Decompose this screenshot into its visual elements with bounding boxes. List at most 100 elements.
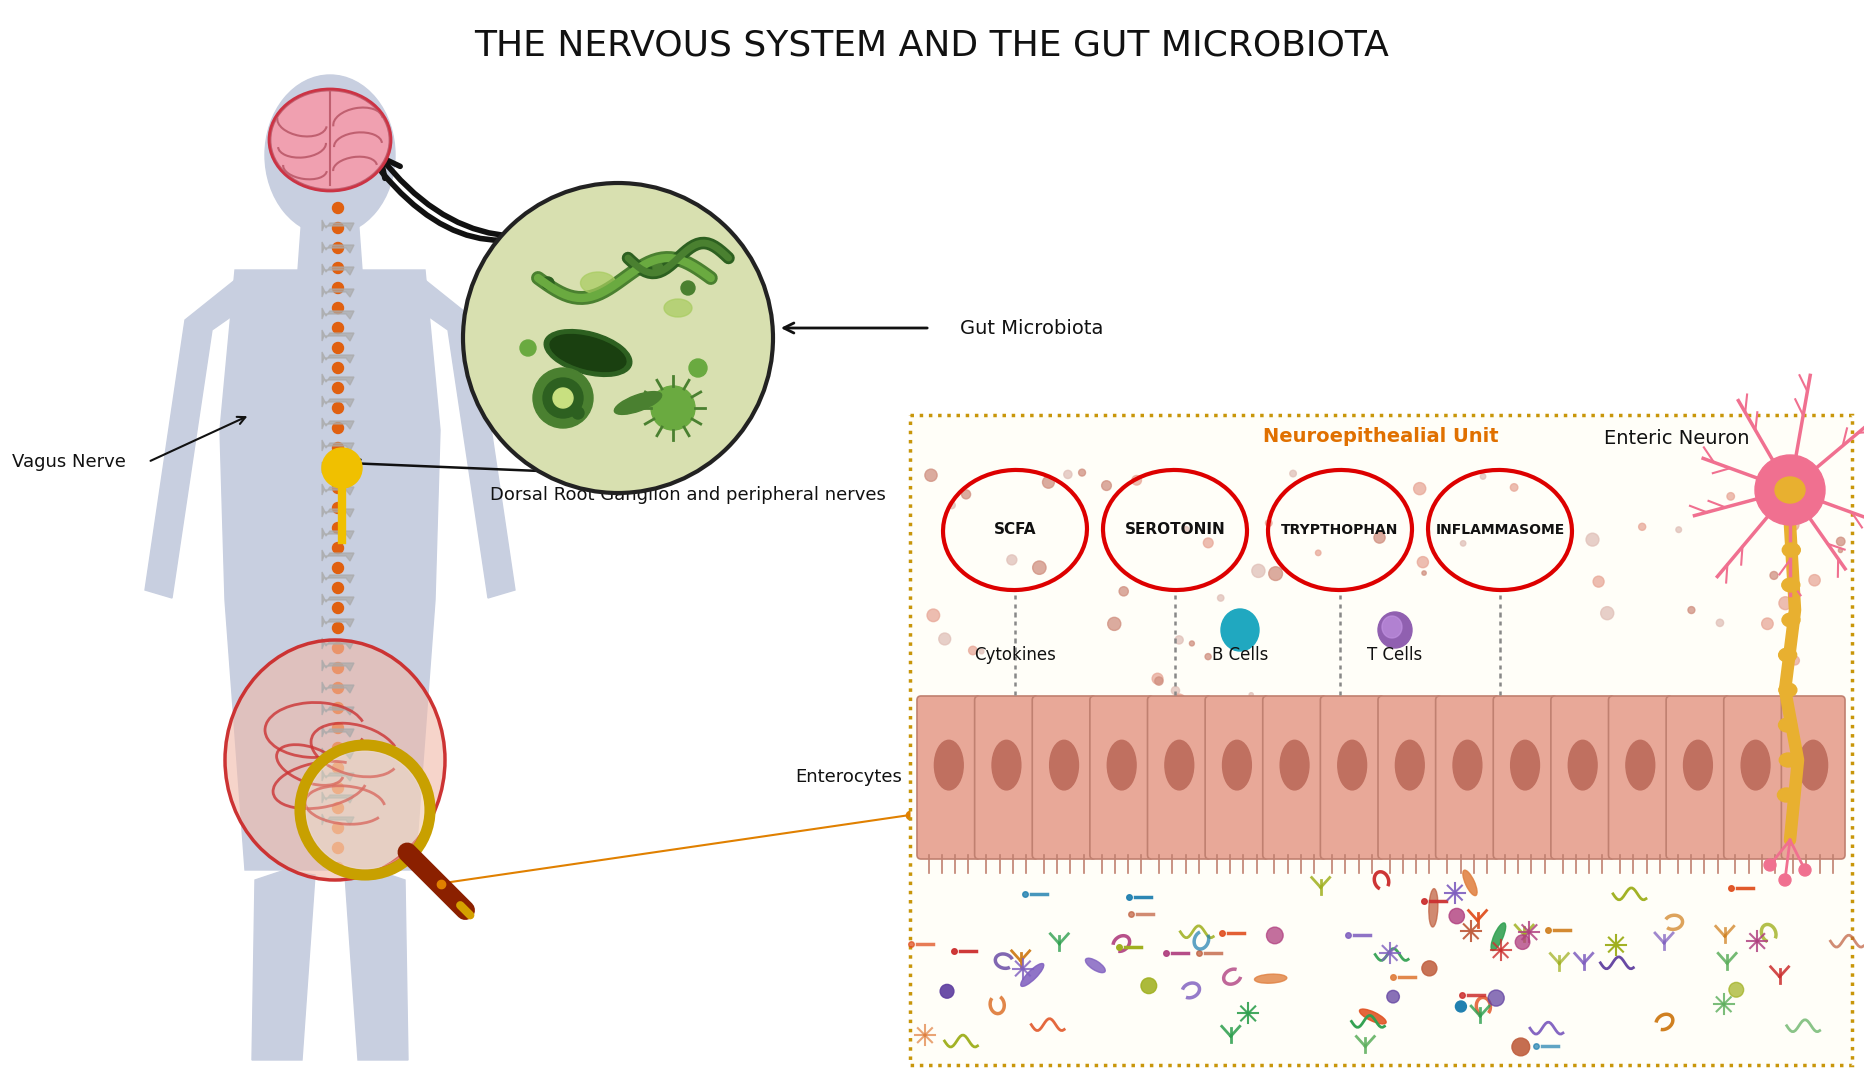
Circle shape bbox=[332, 442, 343, 453]
Ellipse shape bbox=[1780, 578, 1799, 592]
Circle shape bbox=[332, 342, 343, 354]
Ellipse shape bbox=[1461, 870, 1476, 895]
Circle shape bbox=[332, 722, 343, 734]
Text: Enteric Neuron: Enteric Neuron bbox=[1603, 428, 1748, 448]
Circle shape bbox=[1769, 571, 1776, 579]
Circle shape bbox=[1102, 481, 1111, 491]
FancyBboxPatch shape bbox=[1262, 696, 1325, 859]
Circle shape bbox=[1374, 532, 1385, 543]
Ellipse shape bbox=[226, 640, 445, 880]
Circle shape bbox=[1761, 618, 1773, 629]
Circle shape bbox=[1420, 961, 1435, 976]
Ellipse shape bbox=[550, 335, 626, 371]
Circle shape bbox=[1182, 526, 1189, 533]
Ellipse shape bbox=[1165, 740, 1193, 790]
Circle shape bbox=[1152, 674, 1163, 684]
Polygon shape bbox=[322, 506, 354, 516]
Polygon shape bbox=[322, 484, 354, 495]
Polygon shape bbox=[322, 462, 354, 473]
FancyBboxPatch shape bbox=[1146, 696, 1210, 859]
Ellipse shape bbox=[992, 740, 1020, 790]
Circle shape bbox=[332, 763, 343, 774]
Circle shape bbox=[949, 501, 954, 509]
Text: INFLAMMASOME: INFLAMMASOME bbox=[1435, 523, 1564, 537]
FancyBboxPatch shape bbox=[1665, 696, 1728, 859]
Circle shape bbox=[652, 263, 662, 273]
Polygon shape bbox=[322, 330, 354, 341]
FancyBboxPatch shape bbox=[910, 415, 1851, 1065]
Polygon shape bbox=[322, 704, 354, 714]
Polygon shape bbox=[322, 660, 354, 671]
Circle shape bbox=[332, 863, 343, 874]
Ellipse shape bbox=[1797, 740, 1827, 790]
Circle shape bbox=[925, 469, 936, 481]
Ellipse shape bbox=[265, 75, 395, 235]
Circle shape bbox=[332, 223, 343, 233]
Circle shape bbox=[1266, 520, 1271, 526]
Ellipse shape bbox=[1778, 718, 1795, 732]
Ellipse shape bbox=[1776, 788, 1795, 802]
Ellipse shape bbox=[580, 272, 615, 294]
Ellipse shape bbox=[1452, 740, 1482, 790]
FancyBboxPatch shape bbox=[1031, 696, 1096, 859]
Circle shape bbox=[1174, 636, 1182, 645]
Text: Neuroepithealial Unit: Neuroepithealial Unit bbox=[1262, 427, 1499, 447]
Circle shape bbox=[979, 649, 984, 654]
Circle shape bbox=[1778, 597, 1791, 610]
Ellipse shape bbox=[1359, 1009, 1385, 1024]
Circle shape bbox=[1512, 1038, 1528, 1056]
Polygon shape bbox=[322, 308, 354, 318]
Polygon shape bbox=[322, 396, 354, 407]
Circle shape bbox=[1592, 576, 1603, 587]
Text: B Cells: B Cells bbox=[1212, 646, 1268, 664]
Ellipse shape bbox=[613, 392, 662, 414]
FancyBboxPatch shape bbox=[1089, 696, 1152, 859]
Ellipse shape bbox=[1049, 740, 1077, 790]
Polygon shape bbox=[322, 638, 354, 649]
Circle shape bbox=[332, 803, 343, 813]
Ellipse shape bbox=[934, 740, 962, 790]
Polygon shape bbox=[322, 594, 354, 605]
Circle shape bbox=[1510, 483, 1517, 491]
Circle shape bbox=[332, 682, 343, 694]
Ellipse shape bbox=[1254, 974, 1286, 983]
Circle shape bbox=[1754, 455, 1825, 525]
Circle shape bbox=[1314, 550, 1320, 555]
Circle shape bbox=[1217, 595, 1223, 601]
Polygon shape bbox=[322, 242, 354, 253]
Ellipse shape bbox=[1782, 543, 1799, 557]
Ellipse shape bbox=[1741, 740, 1769, 790]
Text: Enterocytes: Enterocytes bbox=[794, 768, 902, 787]
Circle shape bbox=[1789, 656, 1799, 665]
Polygon shape bbox=[298, 215, 362, 270]
Ellipse shape bbox=[1568, 740, 1596, 790]
FancyBboxPatch shape bbox=[1377, 696, 1441, 859]
Ellipse shape bbox=[1020, 963, 1044, 987]
Circle shape bbox=[1778, 874, 1789, 886]
FancyBboxPatch shape bbox=[1551, 696, 1614, 859]
Circle shape bbox=[332, 603, 343, 613]
Circle shape bbox=[680, 281, 695, 295]
Ellipse shape bbox=[1279, 740, 1309, 790]
Text: T Cells: T Cells bbox=[1366, 646, 1422, 664]
Circle shape bbox=[651, 386, 695, 430]
FancyBboxPatch shape bbox=[1722, 696, 1786, 859]
Circle shape bbox=[1676, 527, 1681, 533]
Circle shape bbox=[926, 609, 939, 622]
Polygon shape bbox=[145, 280, 261, 598]
Circle shape bbox=[1042, 477, 1053, 489]
FancyBboxPatch shape bbox=[1780, 696, 1843, 859]
Circle shape bbox=[1838, 549, 1842, 553]
Circle shape bbox=[332, 323, 343, 334]
Circle shape bbox=[1007, 555, 1016, 565]
Circle shape bbox=[572, 407, 583, 419]
Circle shape bbox=[322, 448, 362, 489]
Circle shape bbox=[1189, 641, 1193, 646]
Polygon shape bbox=[397, 280, 514, 598]
Circle shape bbox=[332, 423, 343, 434]
Polygon shape bbox=[322, 352, 354, 363]
Ellipse shape bbox=[1221, 609, 1258, 651]
Circle shape bbox=[332, 363, 343, 373]
Text: TRYPTHOPHAN: TRYPTHOPHAN bbox=[1281, 523, 1398, 537]
Text: SEROTONIN: SEROTONIN bbox=[1124, 523, 1225, 538]
